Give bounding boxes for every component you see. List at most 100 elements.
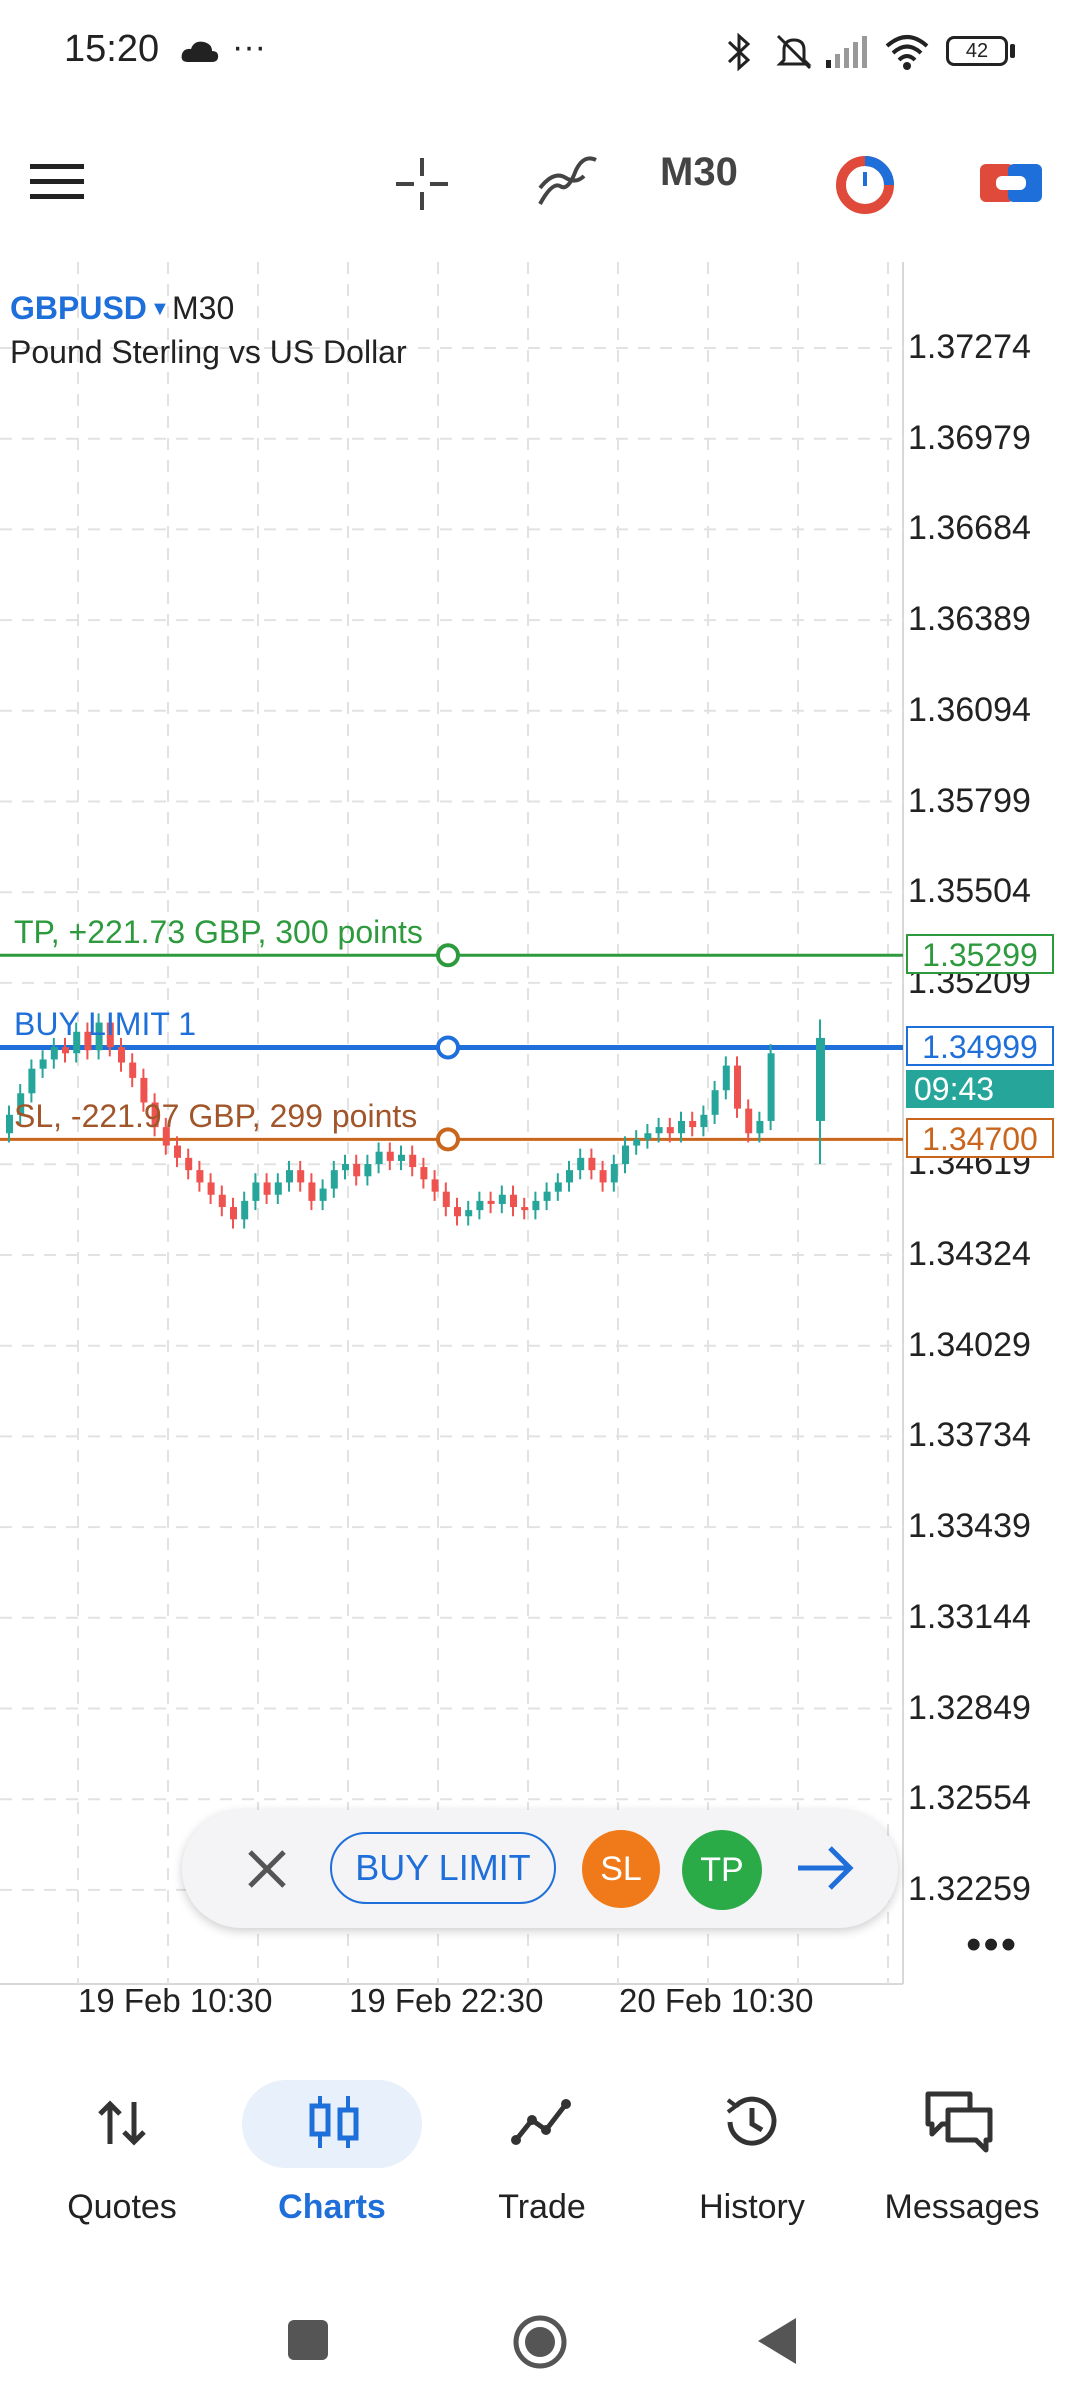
messages-icon[interactable]	[924, 2090, 994, 2154]
candle-body	[129, 1062, 137, 1078]
candle-body	[756, 1120, 764, 1134]
home-icon[interactable]	[510, 2312, 570, 2372]
candle-body	[678, 1120, 685, 1134]
candle-body	[588, 1157, 596, 1171]
candle-body	[342, 1163, 349, 1171]
recents-icon[interactable]	[288, 2320, 328, 2360]
candle-body	[476, 1200, 484, 1211]
chart-symbol[interactable]: GBPUSD	[10, 290, 147, 326]
candle-body	[28, 1068, 36, 1094]
candle-body	[487, 1200, 495, 1204]
candle-body	[711, 1090, 719, 1115]
history-icon[interactable]	[720, 2092, 780, 2152]
price-label: 1.32849	[908, 1688, 1031, 1727]
bluetooth-icon	[727, 32, 751, 72]
timeframe-button[interactable]: M30	[660, 150, 738, 194]
candle-body	[274, 1182, 282, 1195]
candle-body	[297, 1170, 305, 1183]
order-price-box: 1.34999	[906, 1026, 1054, 1066]
indicators-icon[interactable]	[536, 152, 600, 212]
price-label: 1.32259	[908, 1869, 1031, 1908]
candle-body	[140, 1077, 148, 1103]
price-label: 1.33439	[908, 1507, 1031, 1546]
candle-body	[431, 1179, 439, 1192]
candle-body	[644, 1133, 652, 1140]
candle-body	[319, 1188, 327, 1201]
arrow-right-icon[interactable]	[794, 1840, 856, 1896]
order-drag-handle	[436, 1035, 460, 1060]
quotes-icon[interactable]	[96, 2098, 148, 2148]
buy-limit-button[interactable]: BUY LIMIT	[330, 1832, 556, 1904]
candle-body	[6, 1114, 13, 1134]
sl-line-label[interactable]: SL, -221.97 GBP, 299 points	[14, 1098, 418, 1134]
trade-icon[interactable]	[510, 2094, 574, 2148]
nav-messages[interactable]: Messages	[884, 2188, 1040, 2226]
more-options-icon[interactable]: •••	[966, 1920, 1019, 1969]
price-label: 1.36389	[908, 600, 1031, 639]
toggle-icon[interactable]	[980, 160, 1042, 206]
close-icon[interactable]	[240, 1842, 294, 1896]
candle-body	[50, 1047, 58, 1060]
candle-body	[633, 1139, 641, 1146]
candle-body	[610, 1163, 618, 1183]
charts-icon[interactable]	[304, 2092, 364, 2152]
candle-body	[62, 1047, 69, 1054]
hamburger-menu-icon[interactable]	[30, 162, 84, 202]
price-label: 1.35504	[908, 872, 1031, 911]
price-label: 1.32554	[908, 1779, 1031, 1818]
symbol-description: Pound Sterling vs US Dollar	[10, 334, 407, 370]
candle-body	[353, 1163, 361, 1177]
one-click-trading-icon[interactable]	[834, 154, 896, 216]
candle-body	[386, 1151, 394, 1161]
order-line-label[interactable]: BUY LIMIT 1	[14, 1006, 196, 1042]
candle-body	[375, 1151, 383, 1164]
battery-tip	[1010, 44, 1015, 58]
candle-body	[17, 1093, 25, 1115]
candle-body	[39, 1059, 47, 1069]
candle-body	[734, 1065, 741, 1109]
back-icon[interactable]	[752, 2314, 800, 2368]
tp-drag-handle	[436, 943, 460, 968]
candle-body	[599, 1170, 607, 1183]
cloud-icon	[181, 41, 219, 62]
sl-price-box: 1.34700	[906, 1118, 1054, 1158]
price-label: 1.36684	[908, 509, 1031, 548]
candle-body	[174, 1145, 181, 1158]
candle-body	[521, 1207, 529, 1211]
candle-body	[722, 1065, 730, 1091]
candle-body	[577, 1157, 585, 1171]
battery-icon: 42	[946, 36, 1008, 66]
nav-quotes[interactable]: Quotes	[67, 2188, 177, 2226]
candle-body	[230, 1207, 237, 1220]
price-label: 1.36094	[908, 690, 1031, 729]
candle-body	[498, 1194, 506, 1204]
crosshair-icon[interactable]	[392, 154, 452, 214]
candle-body	[106, 1022, 114, 1048]
symbol-dropdown-icon[interactable]: ▼	[150, 298, 170, 320]
candle-body	[84, 1031, 92, 1051]
candle-body	[185, 1157, 193, 1171]
nav-history[interactable]: History	[699, 2188, 805, 2226]
candle-body	[241, 1200, 249, 1220]
candle-body	[622, 1145, 629, 1164]
candle-body	[409, 1154, 417, 1168]
candle-body	[420, 1167, 428, 1180]
candle-body	[700, 1114, 708, 1128]
nav-charts[interactable]: Charts	[278, 2188, 386, 2226]
tp-button[interactable]: TP	[682, 1830, 762, 1910]
nav-active-indicator	[242, 2080, 422, 2168]
candle-body	[95, 1022, 103, 1051]
candle-body	[118, 1047, 125, 1063]
time-label: 19 Feb 22:30	[349, 1982, 544, 2019]
price-label: 1.35799	[908, 781, 1031, 820]
tp-price-box: 1.35299	[906, 934, 1054, 974]
status-bar: 15:20 ··· 42	[0, 0, 1080, 100]
tp-line-label[interactable]: TP, +221.73 GBP, 300 points	[14, 914, 423, 950]
candle-body	[689, 1120, 697, 1128]
nav-trade[interactable]: Trade	[498, 2188, 586, 2226]
candle-body	[364, 1163, 372, 1177]
sl-button[interactable]: SL	[582, 1830, 660, 1908]
chart-area[interactable]	[0, 262, 1080, 2002]
chart-canvas[interactable]	[0, 262, 1080, 2002]
candle-body	[767, 1053, 775, 1121]
